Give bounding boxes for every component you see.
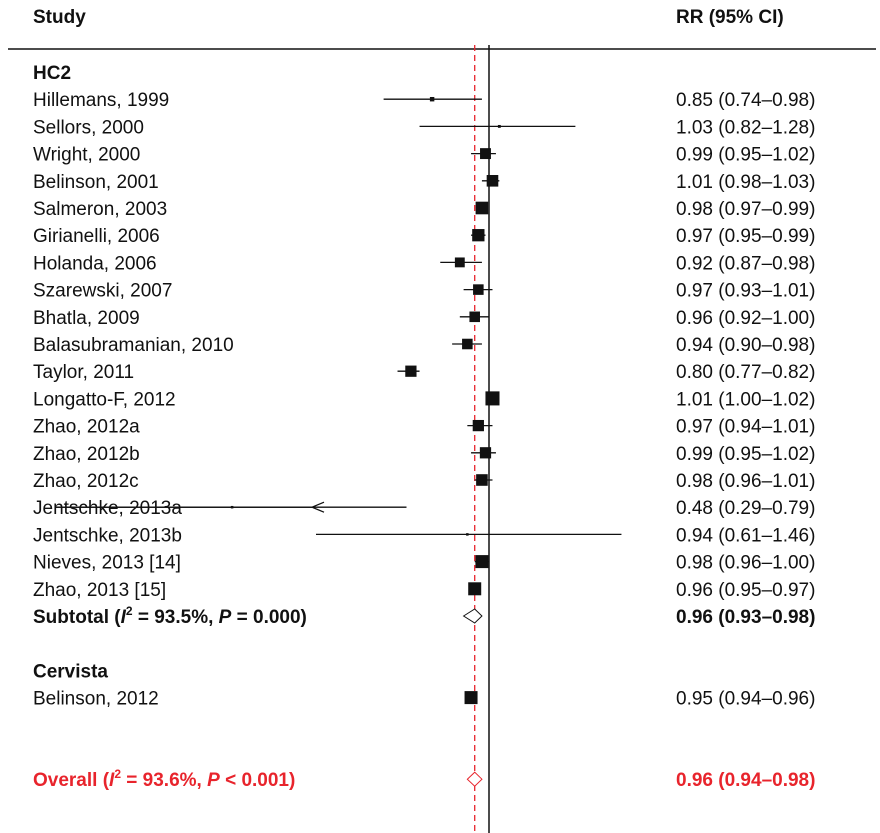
study-ci-label: 0.99 (0.95–1.02) — [676, 145, 815, 166]
study-estimate-marker — [472, 419, 484, 432]
study-estimate-marker — [462, 338, 473, 350]
study-ci-label: 0.97 (0.93–1.01) — [676, 281, 815, 302]
study-ci-label: 0.96 (0.92–1.00) — [676, 308, 815, 329]
study-ci-label: 0.92 (0.87–0.98) — [676, 253, 815, 274]
study-ci-label: 0.80 (0.77–0.82) — [676, 362, 815, 383]
study-estimate-marker — [486, 175, 499, 187]
study-estimate-marker — [230, 505, 234, 509]
study-label: Zhao, 2013 [15] — [33, 580, 166, 601]
study-estimate-marker — [469, 311, 480, 323]
plot-marks — [55, 45, 622, 833]
study-estimate-marker — [475, 555, 489, 569]
study-estimate-marker — [454, 257, 465, 268]
study-label: Balasubramanian, 2010 — [33, 335, 234, 356]
study-estimate-marker — [466, 533, 469, 536]
study-label: Holanda, 2006 — [33, 253, 157, 274]
overall-diamond — [466, 771, 483, 787]
study-label: Szarewski, 2007 — [33, 281, 172, 302]
study-label: Nieves, 2013 [14] — [33, 553, 181, 574]
subtotal-diamond — [462, 608, 483, 624]
study-label: Taylor, 2011 — [33, 362, 134, 383]
study-estimate-marker — [472, 229, 485, 242]
study-ci-label: 0.98 (0.96–1.00) — [676, 553, 815, 574]
study-estimate-marker — [464, 691, 478, 705]
study-ci-label: 1.03 (0.82–1.28) — [676, 117, 815, 138]
study-label: Salmeron, 2003 — [33, 199, 167, 220]
study-estimate-marker — [405, 365, 417, 377]
study-ci-label: 0.98 (0.96–1.01) — [676, 471, 815, 492]
study-label: Hillemans, 1999 — [33, 90, 169, 111]
study-estimate-marker — [473, 284, 484, 295]
study-ci-label: 0.96 (0.95–0.97) — [676, 580, 815, 601]
study-label: Wright, 2000 — [33, 145, 140, 166]
study-label: Longatto-F, 2012 — [33, 389, 176, 410]
study-estimate-marker — [479, 447, 492, 459]
study-ci-label: 0.97 (0.94–1.01) — [676, 417, 815, 438]
group-label: Cervista — [33, 661, 108, 682]
study-label: Zhao, 2012b — [33, 444, 140, 465]
truncation-arrow — [311, 501, 325, 513]
study-label: Zhao, 2012c — [33, 471, 139, 492]
study-estimate-marker — [475, 201, 489, 215]
study-label: Belinson, 2012 — [33, 689, 159, 710]
plot-rows: HC2 Hillemans, 1999 0.85 (0.74–0.98) Sellor… — [33, 63, 815, 791]
study-ci-label: 0.85 (0.74–0.98) — [676, 90, 815, 111]
header-study: Study — [33, 7, 86, 28]
study-label: Jentschke, 2013a — [33, 498, 182, 519]
group-label: HC2 — [33, 63, 71, 84]
study-label: Zhao, 2012a — [33, 417, 140, 438]
study-label: Bhatla, 2009 — [33, 308, 140, 329]
study-estimate-marker — [480, 148, 491, 160]
overall-label: Overall (I2 = 93.6%, P < 0.001) — [33, 767, 295, 791]
study-ci-label: 0.99 (0.95–1.02) — [676, 444, 815, 465]
study-ci-label: 0.98 (0.97–0.99) — [676, 199, 815, 220]
study-estimate-marker — [468, 582, 482, 596]
study-estimate-marker — [429, 96, 435, 102]
study-ci-label: 1.01 (0.98–1.03) — [676, 172, 815, 193]
overall-ci-label: 0.96 (0.94–0.98) — [676, 770, 815, 791]
study-estimate-marker — [497, 124, 501, 128]
subtotal-ci-label: 0.96 (0.93–0.98) — [676, 607, 815, 628]
study-label: Sellors, 2000 — [33, 117, 144, 138]
study-estimate-marker — [485, 391, 500, 406]
study-label: Belinson, 2001 — [33, 172, 159, 193]
subtotal-label: Subtotal (I2 = 93.5%, P = 0.000) — [33, 604, 307, 628]
header-rr-ci: RR (95% CI) — [676, 7, 784, 28]
study-ci-label: 0.97 (0.95–0.99) — [676, 226, 815, 247]
study-ci-label: 0.95 (0.94–0.96) — [676, 689, 815, 710]
study-label: Girianelli, 2006 — [33, 226, 160, 247]
study-ci-label: 0.94 (0.61–1.46) — [676, 525, 815, 546]
study-ci-label: 0.94 (0.90–0.98) — [676, 335, 815, 356]
study-ci-label: 0.48 (0.29–0.79) — [676, 498, 815, 519]
study-estimate-marker — [476, 474, 488, 486]
study-ci-label: 1.01 (1.00–1.02) — [676, 389, 815, 410]
study-label: Jentschke, 2013b — [33, 525, 182, 546]
